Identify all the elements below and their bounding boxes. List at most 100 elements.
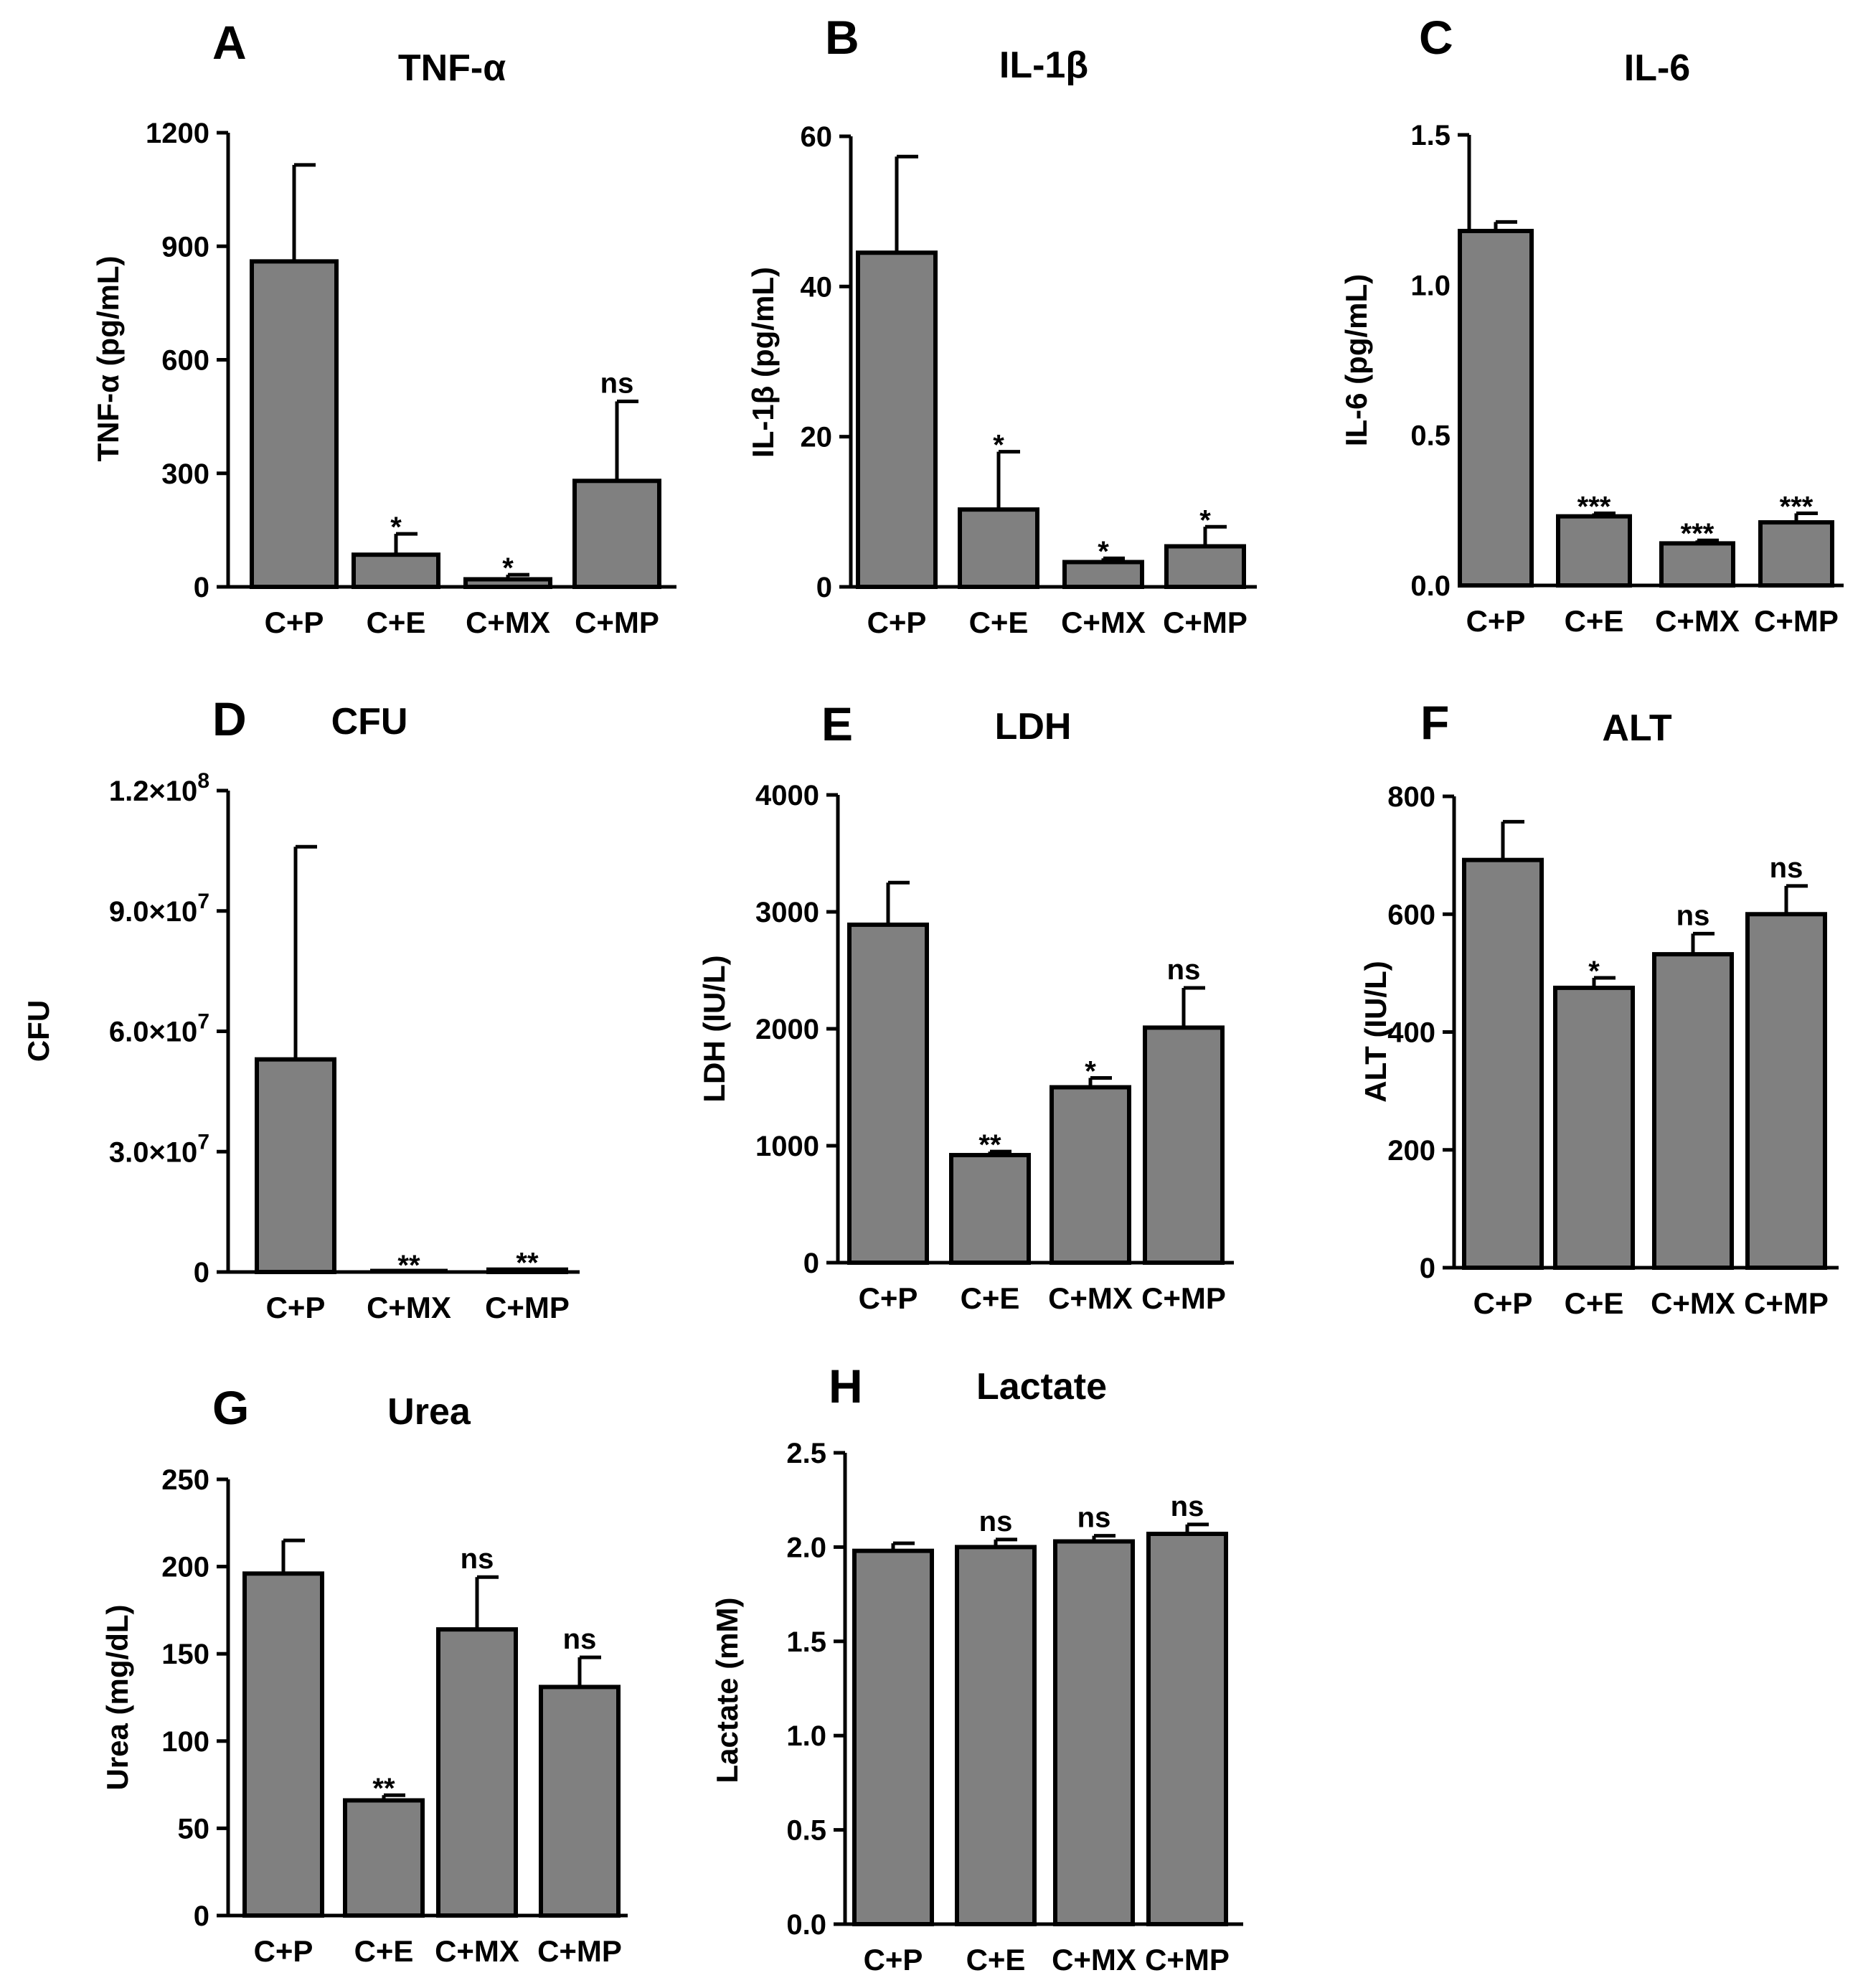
panel-a-y-tick-label: 1200 bbox=[146, 118, 209, 149]
panel-f-significance-c-mx: ns bbox=[1676, 900, 1710, 931]
panel-c-letter: C bbox=[1419, 11, 1453, 64]
panel-f-y-tick-label: 600 bbox=[1387, 899, 1435, 931]
panel-e-significance-c-mp: ns bbox=[1167, 954, 1201, 986]
panel-c-x-tick-label-c-mx: C+MX bbox=[1655, 604, 1740, 638]
panel-g-y-tick-label: 100 bbox=[161, 1726, 209, 1758]
panel-e-significance-c-mx: * bbox=[1085, 1055, 1096, 1087]
panel-c-y-tick-label: 0.5 bbox=[1410, 420, 1451, 452]
panel-f-y-tick-label: 400 bbox=[1387, 1017, 1435, 1049]
panel-b-bar-c-e bbox=[958, 507, 1039, 590]
panel-f-y-tick-label: 200 bbox=[1387, 1135, 1435, 1167]
panel-d-significance-c-mp: ** bbox=[516, 1248, 539, 1279]
panel-d-y-tick-label: 9.0×107 bbox=[109, 890, 209, 928]
panel-a-y-tick-label: 600 bbox=[161, 345, 209, 377]
panel-b-x-tick-label-c-mp: C+MP bbox=[1163, 606, 1247, 639]
panel-e-significance-c-e: ** bbox=[978, 1129, 1001, 1161]
panel-b-title: IL-1β bbox=[999, 44, 1088, 86]
panel-b-x-tick-label-c-mx: C+MX bbox=[1061, 606, 1146, 639]
panel-h-x-tick-label-c-mx: C+MX bbox=[1052, 1943, 1136, 1977]
panel-g-y-tick-label: 50 bbox=[178, 1813, 210, 1845]
panel-g-letter: G bbox=[212, 1381, 249, 1434]
panel-g-significance-c-e: ** bbox=[372, 1773, 395, 1804]
panel-c-significance-c-e: *** bbox=[1577, 491, 1611, 523]
panel-a-x-tick-label-c-e: C+E bbox=[367, 606, 426, 639]
panel-g-significance-c-mp: ns bbox=[563, 1624, 597, 1655]
panel-e-y-tick-label: 4000 bbox=[755, 780, 819, 811]
panel-f-bar-c-e bbox=[1553, 985, 1635, 1270]
panel-e-title: LDH bbox=[995, 706, 1072, 748]
panel-a-x-tick-label-c-mp: C+MP bbox=[575, 606, 659, 639]
panel-h-y-axis-label: Lactate (mM) bbox=[710, 1597, 744, 1783]
panel-d-bar-c-mp bbox=[486, 1267, 568, 1275]
panel-h-bar-c-mx bbox=[1053, 1539, 1135, 1927]
panel-g-x-tick-label-c-p: C+P bbox=[254, 1934, 313, 1968]
panel-b-y-tick-label: 0 bbox=[816, 572, 832, 603]
panel-f-bar-c-p bbox=[1462, 857, 1544, 1270]
panel-a-bar-c-p bbox=[250, 259, 339, 589]
panel-g-y-tick-label: 250 bbox=[161, 1464, 209, 1496]
panel-f-bar-c-mx bbox=[1652, 952, 1734, 1270]
panel-f-bar-c-mp bbox=[1745, 912, 1827, 1270]
panel-g-x-tick-label-c-e: C+E bbox=[354, 1934, 414, 1968]
panel-b-letter: B bbox=[825, 11, 859, 64]
panel-a-y-tick-label: 300 bbox=[161, 458, 209, 490]
panel-b-significance-c-e: * bbox=[993, 430, 1004, 461]
panel-g-y-tick-label: 150 bbox=[161, 1639, 209, 1670]
panel-g-bar-c-e bbox=[343, 1798, 425, 1918]
panel-f-y-tick-label: 800 bbox=[1387, 781, 1435, 813]
panel-g-x-tick-label-c-mp: C+MP bbox=[537, 1934, 622, 1968]
panel-e-bar-c-p bbox=[847, 922, 929, 1266]
panel-e-x-tick-label-c-e: C+E bbox=[961, 1281, 1020, 1315]
panel-d-title: CFU bbox=[331, 701, 408, 743]
panel-g-y-tick-label: 200 bbox=[161, 1552, 209, 1583]
panel-g-y-tick-label: 0 bbox=[194, 1900, 209, 1932]
panel-h-y-tick-label: 0.0 bbox=[786, 1909, 826, 1941]
panel-h-bar-c-mp bbox=[1146, 1532, 1228, 1926]
panel-f-significance-c-mp: ns bbox=[1770, 852, 1803, 884]
panel-h-title: Lactate bbox=[976, 1366, 1107, 1408]
panel-c-y-tick-label: 0.0 bbox=[1410, 570, 1451, 602]
panel-a-y-tick-label: 0 bbox=[194, 572, 209, 603]
panel-c-title: IL-6 bbox=[1624, 47, 1690, 89]
panel-h-bar-c-e bbox=[955, 1545, 1037, 1926]
panel-c-significance-c-mx: *** bbox=[1681, 518, 1715, 550]
panel-c-x-tick-label-c-p: C+P bbox=[1466, 604, 1526, 638]
panel-f-y-axis-label: ALT (IU/L) bbox=[1359, 961, 1392, 1103]
panel-g-significance-c-mx: ns bbox=[461, 1543, 494, 1575]
panel-b-y-tick-label: 20 bbox=[801, 422, 833, 453]
panel-e-bar-c-mx bbox=[1050, 1085, 1131, 1265]
panel-e-y-axis-label: LDH (IU/L) bbox=[697, 955, 731, 1102]
panel-f-significance-c-e: * bbox=[1588, 956, 1600, 987]
panel-a-significance-c-mp: ns bbox=[600, 368, 634, 400]
panel-e-bar-c-mp bbox=[1143, 1025, 1225, 1265]
panel-h-significance-c-e: ns bbox=[979, 1506, 1013, 1537]
panel-d-x-tick-label-c-mx: C+MX bbox=[367, 1291, 451, 1324]
panel-a-title: TNF-α bbox=[398, 47, 506, 89]
panel-h-y-tick-label: 0.5 bbox=[786, 1815, 826, 1847]
panel-f-x-tick-label-c-mp: C+MP bbox=[1744, 1286, 1829, 1320]
panel-a-y-tick-label: 900 bbox=[161, 231, 209, 263]
panel-a-letter: A bbox=[212, 16, 247, 69]
panel-f-title: ALT bbox=[1602, 707, 1671, 749]
panel-e-x-tick-label-c-p: C+P bbox=[859, 1281, 918, 1315]
panel-h-significance-c-mx: ns bbox=[1077, 1502, 1111, 1534]
panel-h-x-tick-label-c-mp: C+MP bbox=[1145, 1943, 1230, 1977]
panel-e-y-tick-label: 2000 bbox=[755, 1014, 819, 1045]
panel-h-x-tick-label-c-e: C+E bbox=[966, 1943, 1026, 1977]
panel-h-significance-c-mp: ns bbox=[1171, 1491, 1204, 1522]
panel-h-letter: H bbox=[829, 1360, 863, 1413]
panel-h-y-tick-label: 1.0 bbox=[786, 1720, 826, 1752]
panel-d-significance-c-mx: ** bbox=[397, 1250, 420, 1281]
panel-a-bar-c-mp bbox=[572, 479, 661, 589]
panel-d-x-tick-label-c-mp: C+MP bbox=[485, 1291, 570, 1324]
panel-h-y-tick-label: 2.5 bbox=[786, 1438, 826, 1469]
panel-e-y-tick-label: 1000 bbox=[755, 1131, 819, 1162]
panel-f-x-tick-label-c-p: C+P bbox=[1473, 1286, 1533, 1320]
panel-h-y-tick-label: 1.5 bbox=[786, 1626, 826, 1658]
panel-h-bar-c-p bbox=[852, 1548, 934, 1926]
panel-b-significance-c-mp: * bbox=[1199, 504, 1211, 536]
panel-e-x-tick-label-c-mp: C+MP bbox=[1141, 1281, 1226, 1315]
panel-g-bar-c-p bbox=[242, 1571, 324, 1918]
panel-c-y-axis-label: IL-6 (pg/mL) bbox=[1339, 274, 1373, 446]
